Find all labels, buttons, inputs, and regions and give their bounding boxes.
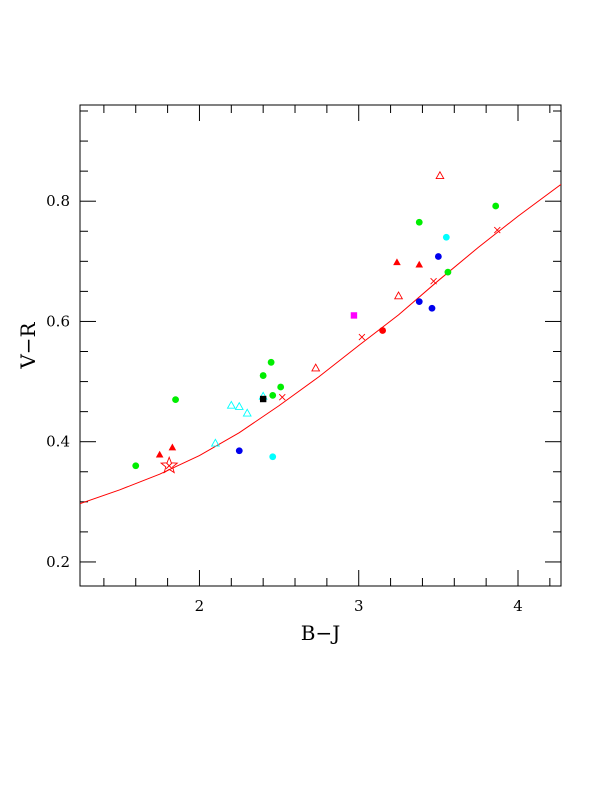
data-point-cross <box>430 277 437 285</box>
data-point-square <box>350 312 358 319</box>
data-point-circle <box>415 218 423 226</box>
minor-ticks <box>80 105 561 586</box>
data-point-circle <box>492 202 500 210</box>
data-point-circle <box>172 396 179 404</box>
data-point-triangle <box>415 260 424 268</box>
data-point-open-triangle <box>393 291 404 300</box>
data-point-circle <box>434 253 442 260</box>
data-points-layer <box>132 170 501 474</box>
y-tick-label: 0.8 <box>46 192 70 210</box>
data-point-open-triangle <box>234 401 244 410</box>
x-tick-label: 2 <box>195 597 205 615</box>
x-tick-label: 3 <box>354 597 364 615</box>
data-point-open-triangle <box>210 438 220 447</box>
data-point-circle <box>379 327 387 334</box>
y-tick-label: 0.4 <box>46 433 70 451</box>
x-tick-label: 4 <box>513 597 523 615</box>
data-point-circle <box>428 304 436 312</box>
major-ticks <box>80 105 561 586</box>
data-point-open-triangle <box>311 363 321 372</box>
data-point-cross <box>493 226 501 234</box>
data-point-open-triangle <box>435 170 445 179</box>
data-point-square <box>259 395 267 403</box>
y-tick-label: 0.2 <box>46 553 70 571</box>
data-point-circle <box>277 383 285 391</box>
data-point-circle <box>444 268 452 276</box>
data-point-circle <box>132 462 140 470</box>
data-point-open-triangle <box>226 400 236 409</box>
data-point-triangle <box>393 258 401 266</box>
data-point-circle <box>235 447 243 455</box>
fit-curve-layer <box>80 183 561 505</box>
y-axis-label: V−R <box>16 321 40 369</box>
data-point-circle <box>415 298 423 306</box>
data-point-triangle <box>168 443 177 451</box>
y-tick-label: 0.6 <box>46 312 70 330</box>
plot-frame <box>79 104 562 587</box>
data-point-circle <box>259 372 267 379</box>
data-point-circle <box>442 233 450 241</box>
data-point-circle <box>269 453 277 461</box>
data-point-star <box>159 455 179 474</box>
tick-labels: 2 3 4 0.2 0.4 0.6 0.8 <box>46 192 523 615</box>
x-axis-label: B−J <box>301 621 340 645</box>
data-point-cross <box>358 333 366 341</box>
data-point-circle <box>269 392 277 399</box>
data-point-open-triangle <box>242 408 252 417</box>
data-point-circle <box>267 358 275 366</box>
data-point-cross <box>278 393 286 401</box>
fit-curve <box>80 183 561 505</box>
data-point-triangle <box>155 450 164 458</box>
data-point-cross <box>165 462 173 470</box>
